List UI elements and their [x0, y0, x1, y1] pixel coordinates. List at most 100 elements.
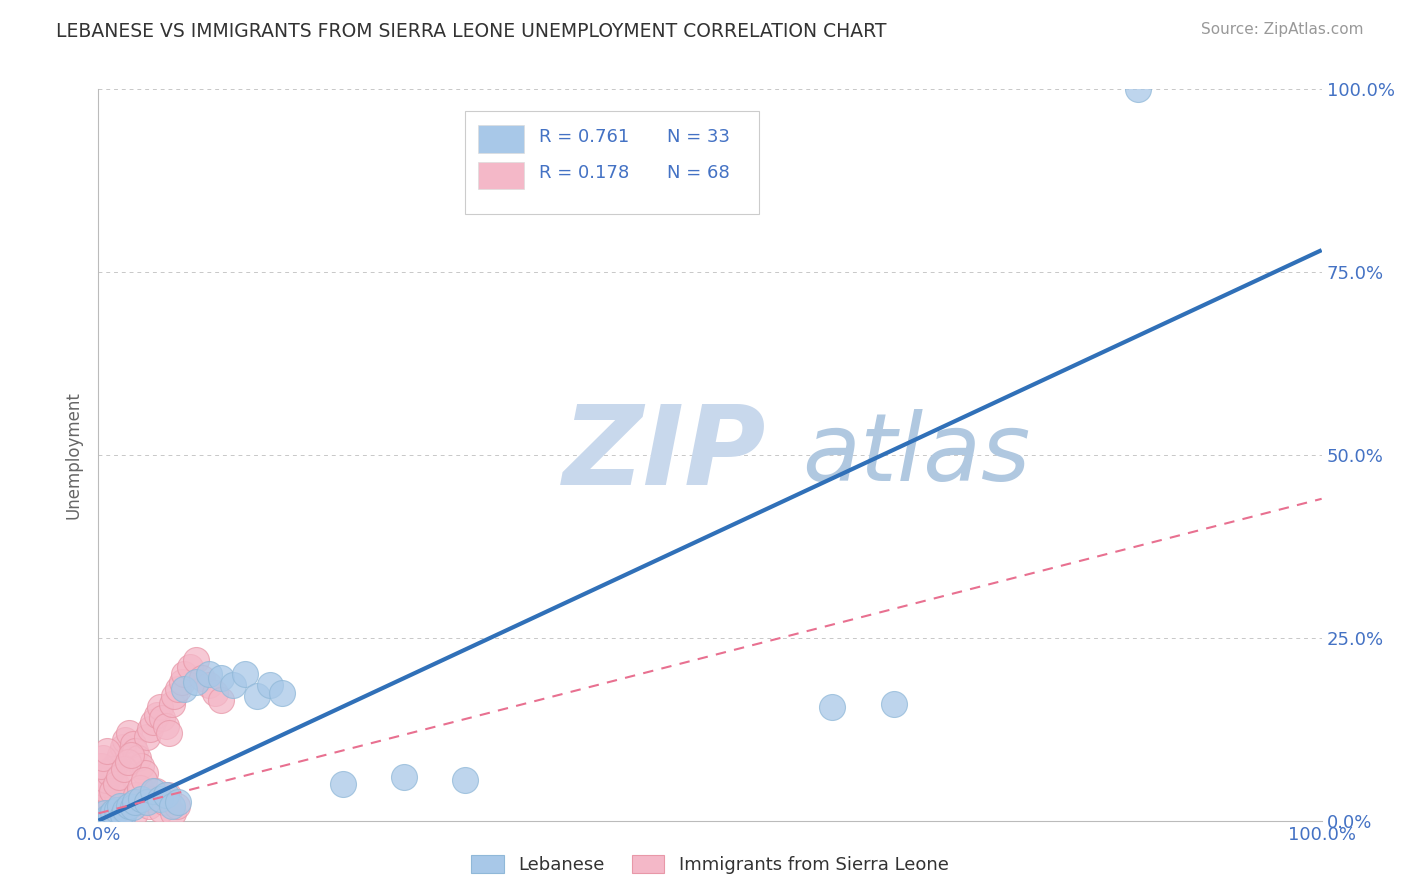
Point: [454, 773, 477, 788]
Point: [127, 751, 149, 765]
Point: [114, 733, 136, 747]
Point: [96, 744, 118, 758]
Point: [145, 784, 167, 798]
Point: [90, 791, 112, 805]
Point: [179, 660, 201, 674]
Point: [136, 791, 159, 805]
Point: [259, 678, 281, 692]
Point: [149, 791, 172, 805]
Point: [101, 773, 124, 788]
Point: [93, 777, 115, 791]
Point: [110, 799, 132, 814]
Point: [134, 766, 156, 780]
Point: [129, 796, 152, 810]
Point: [142, 714, 165, 729]
Point: [97, 810, 120, 824]
Point: [170, 674, 193, 689]
Point: [162, 806, 184, 821]
Point: [101, 805, 124, 819]
Point: [97, 770, 120, 784]
Point: [150, 711, 173, 725]
Point: [146, 707, 169, 722]
FancyBboxPatch shape: [465, 112, 759, 213]
Point: [392, 770, 416, 784]
Point: [246, 690, 269, 704]
FancyBboxPatch shape: [478, 125, 524, 153]
Text: atlas: atlas: [801, 409, 1031, 500]
Point: [91, 751, 114, 765]
Point: [118, 799, 141, 814]
Point: [270, 686, 294, 700]
Point: [97, 770, 120, 784]
Point: [94, 773, 117, 788]
Point: [136, 730, 159, 744]
Point: [111, 740, 134, 755]
Text: R = 0.761: R = 0.761: [538, 128, 628, 145]
Point: [167, 796, 190, 810]
Point: [166, 799, 188, 814]
Text: R = 0.178: R = 0.178: [538, 164, 628, 182]
Point: [121, 800, 143, 814]
Point: [111, 803, 134, 817]
Point: [93, 806, 115, 821]
Point: [94, 777, 117, 791]
Point: [101, 763, 124, 777]
Point: [110, 747, 132, 762]
Point: [883, 697, 905, 711]
Point: [118, 726, 141, 740]
Point: [111, 807, 134, 822]
Point: [209, 671, 232, 685]
Point: [821, 700, 844, 714]
FancyBboxPatch shape: [478, 161, 524, 189]
Point: [1128, 82, 1150, 96]
Point: [160, 697, 183, 711]
Point: [155, 788, 177, 802]
Point: [118, 799, 141, 814]
Point: [173, 667, 195, 681]
Point: [163, 690, 186, 704]
Point: [114, 803, 136, 817]
Point: [149, 803, 172, 817]
Point: [222, 678, 245, 692]
Point: [197, 667, 219, 681]
Text: N = 33: N = 33: [668, 128, 730, 145]
Point: [117, 755, 139, 769]
Text: ZIP: ZIP: [564, 401, 766, 508]
Point: [124, 806, 146, 821]
Point: [121, 737, 143, 751]
Point: [139, 723, 162, 737]
Point: [186, 653, 208, 667]
Point: [141, 791, 163, 805]
Point: [124, 796, 146, 810]
Point: [108, 770, 131, 784]
Point: [100, 807, 122, 822]
Point: [104, 777, 127, 791]
Point: [105, 788, 128, 802]
Point: [124, 744, 146, 758]
Point: [129, 791, 152, 805]
Point: [209, 693, 232, 707]
Legend: Lebanese, Immigrants from Sierra Leone: Lebanese, Immigrants from Sierra Leone: [464, 847, 956, 881]
Point: [197, 678, 219, 692]
Point: [105, 803, 128, 817]
Point: [153, 796, 176, 810]
Point: [132, 773, 155, 788]
Point: [157, 788, 180, 802]
Point: [160, 799, 183, 814]
Point: [125, 788, 148, 802]
Point: [98, 766, 121, 780]
Point: [129, 780, 152, 795]
Point: [90, 758, 112, 772]
Point: [155, 718, 177, 732]
Point: [120, 747, 142, 762]
Point: [204, 686, 226, 700]
Point: [167, 681, 190, 696]
Point: [186, 674, 208, 689]
Text: N = 68: N = 68: [668, 164, 730, 182]
Point: [129, 758, 152, 772]
Point: [136, 796, 159, 810]
Text: Source: ZipAtlas.com: Source: ZipAtlas.com: [1201, 22, 1364, 37]
Point: [105, 755, 128, 769]
Point: [101, 784, 124, 798]
Point: [142, 784, 165, 798]
